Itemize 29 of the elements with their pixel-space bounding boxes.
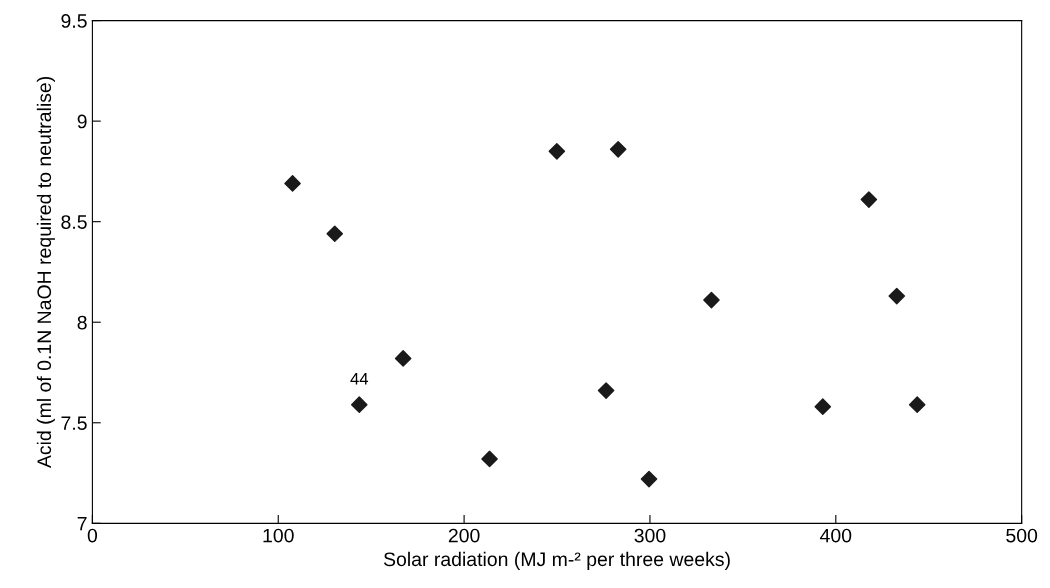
point (814, 398, 832, 415)
point (609, 140, 627, 158)
x-tick-label: 200 (448, 528, 480, 543)
point (284, 175, 301, 192)
point (326, 225, 344, 243)
x-tick-label: 500 (1006, 528, 1038, 543)
y-tick-label: 7 (77, 516, 87, 531)
point (394, 350, 412, 367)
point (908, 396, 926, 413)
x-tick-label: 0 (87, 528, 98, 543)
x-tick-label: 100 (263, 528, 294, 543)
point (350, 396, 368, 413)
annotation: 44 (350, 373, 369, 385)
y-tick-label: 9.5 (61, 14, 87, 28)
x-axis-title: Solar radiation (MJ m-² per three weeks) (383, 551, 730, 570)
point (597, 382, 615, 399)
y-axis-title: Acid (ml of 0.1N NaOH required to neutralise) (36, 77, 55, 469)
y-tick-label: 8 (77, 315, 87, 330)
point (888, 287, 906, 305)
x-tick-label: 300 (634, 528, 666, 543)
y-tick-label: 7.5 (61, 416, 87, 431)
x-tick-label: 400 (820, 528, 852, 543)
point (860, 191, 878, 208)
point (703, 291, 720, 309)
point (481, 450, 498, 468)
y-tick-label: 8.5 (61, 215, 87, 229)
y-tick-label: 9 (77, 114, 87, 129)
point (640, 470, 658, 488)
point (548, 142, 566, 160)
